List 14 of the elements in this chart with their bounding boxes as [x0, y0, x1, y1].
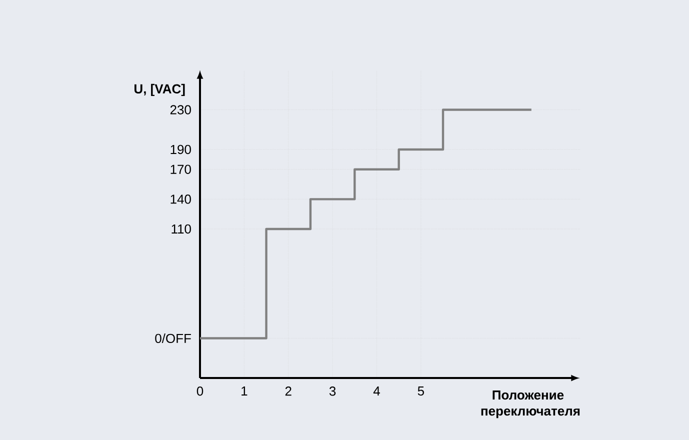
- x-axis-title: Положение переключателя: [481, 390, 580, 418]
- x-tick-label: 5: [418, 386, 424, 396]
- y-tick-label: 0/OFF: [155, 333, 191, 344]
- x-tick-label: 3: [329, 386, 336, 396]
- y-tick-label: 110: [172, 224, 191, 234]
- y-tick-label: 140: [170, 194, 191, 204]
- x-tick-label: 2: [285, 386, 292, 396]
- y-tick-label: 170: [170, 164, 191, 174]
- x-tick-label: 4: [373, 386, 380, 396]
- y-tick-label: 230: [170, 105, 191, 114]
- x-tick-label: 1: [242, 386, 248, 396]
- y-axis-title: U, [VAC]: [134, 84, 185, 96]
- y-tick-label: 190: [170, 144, 191, 154]
- x-tick-label: 0: [196, 386, 204, 396]
